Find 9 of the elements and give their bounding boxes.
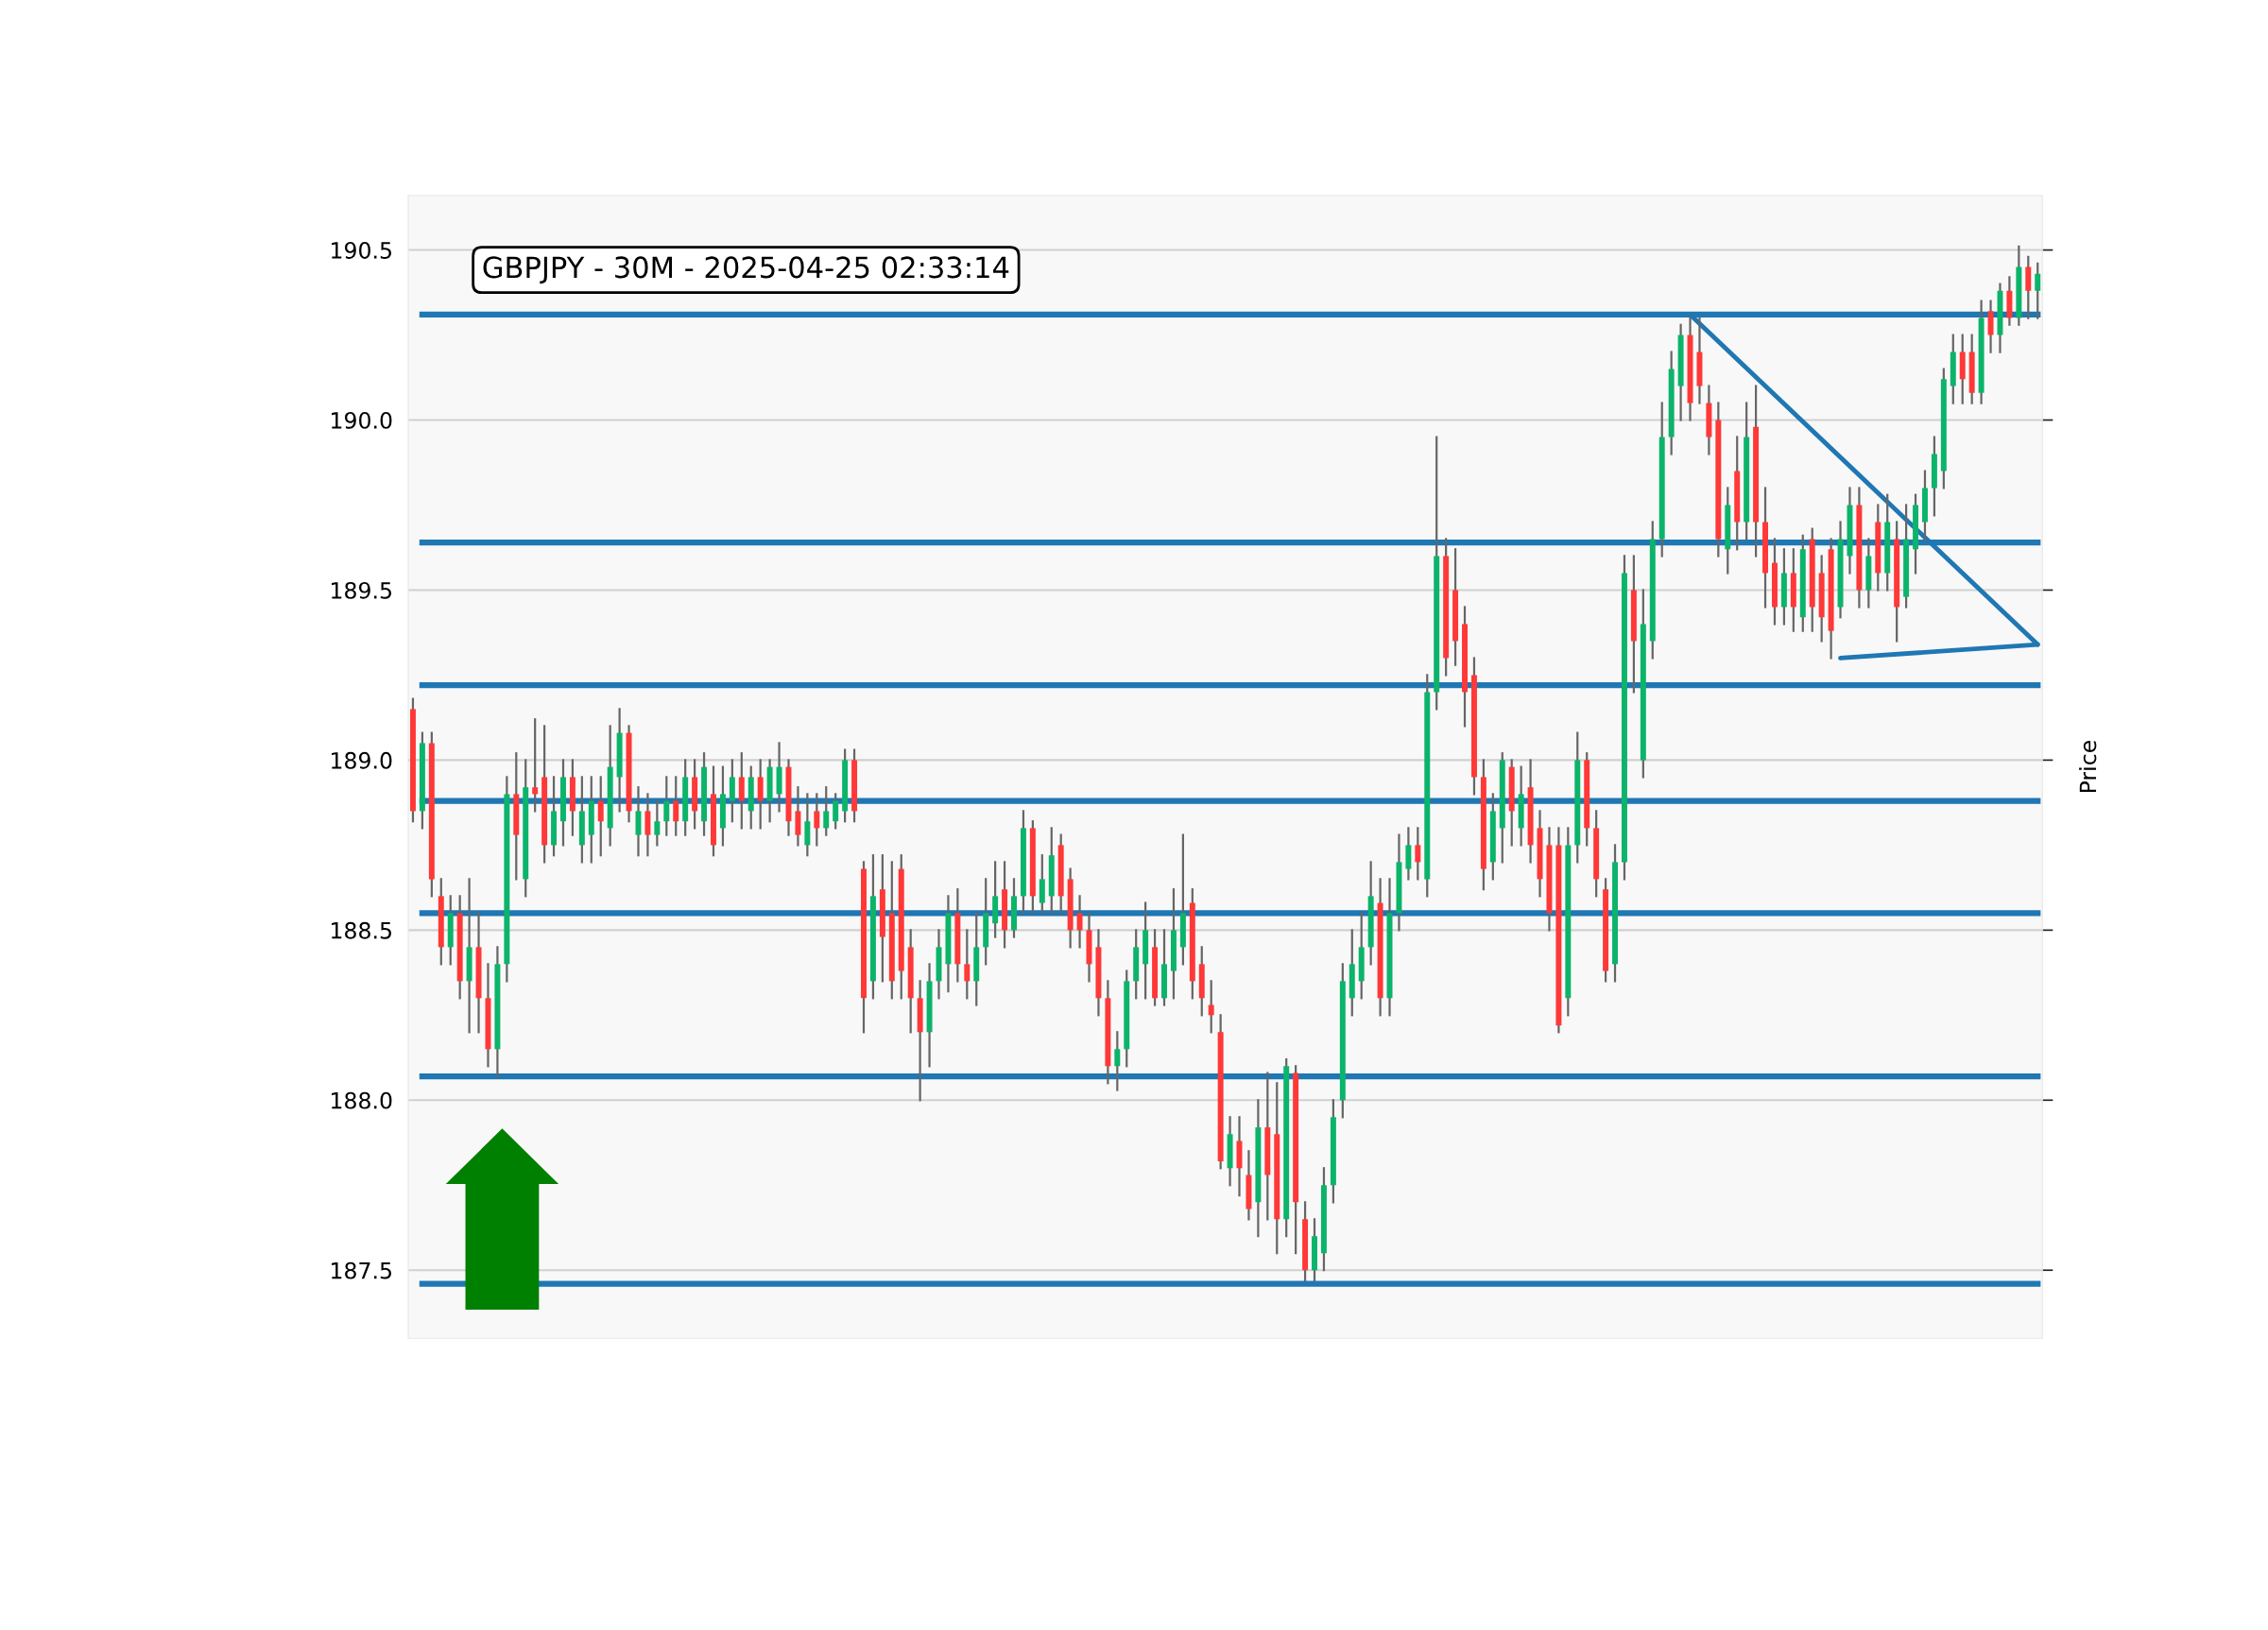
y-tick-label: 189.0 xyxy=(332,751,392,769)
y-tick-label: 187.5 xyxy=(332,1261,391,1279)
y-tick-label: 190.0 xyxy=(332,411,392,429)
y-axis-title: Price xyxy=(2079,741,2097,793)
y-tick-label: 190.5 xyxy=(332,242,391,259)
y-tick-label: 188.0 xyxy=(332,1091,392,1109)
text: GBPJPY - 30M - 2025-04-25 02:33:14 xyxy=(483,256,1009,284)
y-tick-label: 188.5 xyxy=(332,921,391,939)
y-tick-label: 189.5 xyxy=(332,581,391,599)
